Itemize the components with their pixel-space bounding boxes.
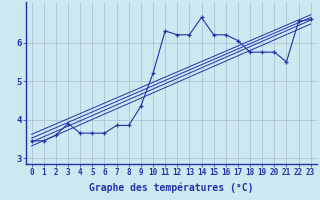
X-axis label: Graphe des températures (°C): Graphe des températures (°C)	[89, 183, 253, 193]
